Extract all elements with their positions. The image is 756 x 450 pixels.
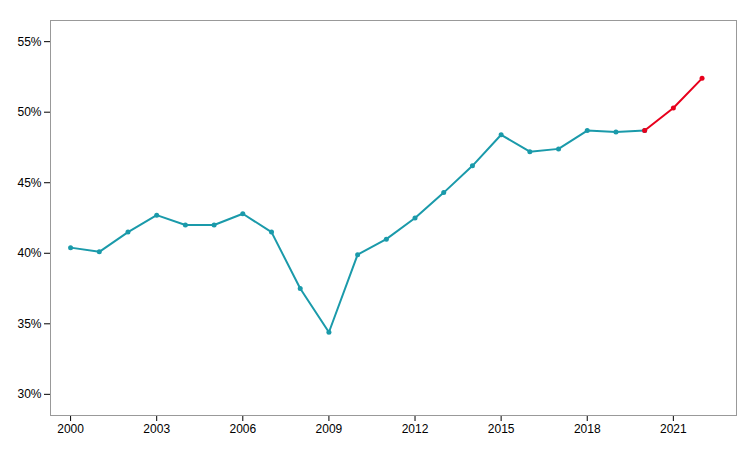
svg-text:2018: 2018	[574, 422, 601, 436]
svg-text:2000: 2000	[57, 422, 84, 436]
svg-text:55%: 55%	[17, 35, 41, 49]
svg-text:2015: 2015	[488, 422, 515, 436]
svg-text:2003: 2003	[143, 422, 170, 436]
svg-text:2021: 2021	[660, 422, 687, 436]
svg-text:35%: 35%	[17, 317, 41, 331]
svg-text:40%: 40%	[17, 246, 41, 260]
svg-text:45%: 45%	[17, 176, 41, 190]
svg-text:2009: 2009	[316, 422, 343, 436]
svg-text:2012: 2012	[402, 422, 429, 436]
svg-text:30%: 30%	[17, 387, 41, 401]
svg-text:50%: 50%	[17, 105, 41, 119]
svg-text:2006: 2006	[229, 422, 256, 436]
